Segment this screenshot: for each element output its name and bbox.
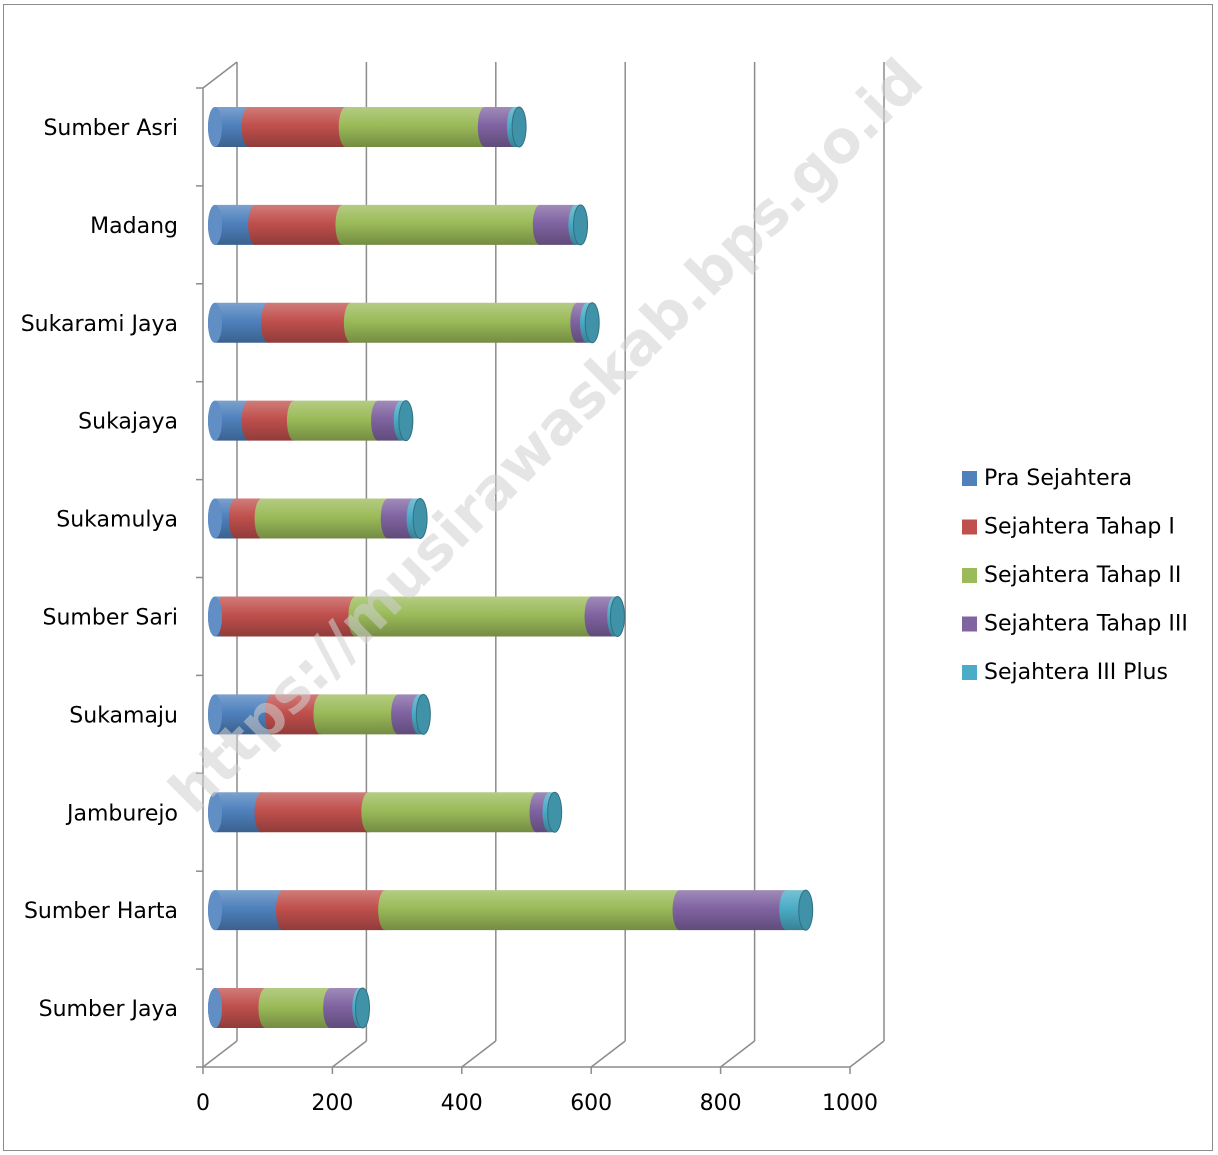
chart-legend: Pra Sejahtera Sejahtera Tahap I Sejahtera … bbox=[962, 466, 1188, 685]
legend-swatch-sejahtera-tahap-iii bbox=[962, 616, 977, 632]
floor-line-0 bbox=[202, 1040, 238, 1068]
legend-label: Sejahtera Tahap I bbox=[984, 515, 1175, 540]
category-label: Sumber Jaya bbox=[39, 997, 178, 1022]
bar-start-cap bbox=[208, 890, 222, 931]
bar-sukamulya-sejahtera-tahap-ii bbox=[254, 498, 395, 539]
bar-group-sumber-asri bbox=[208, 106, 527, 148]
bar-sukamaju-sejahtera-tahap-i bbox=[264, 694, 328, 735]
category-labels: Sumber Asri Madang Sukarami Jaya Sukajaya Su… bbox=[21, 116, 178, 1022]
bar-jamburejo-sejahtera-tahap-i bbox=[254, 792, 376, 833]
category-label: Madang bbox=[90, 214, 178, 239]
x-tick-label: 600 bbox=[570, 1091, 612, 1116]
bar-sukarami-jaya-sejahtera-tahap-ii bbox=[343, 302, 585, 343]
category-label: Sumber Sari bbox=[43, 605, 178, 630]
bar-sumber-harta-pra-sejahtera bbox=[208, 890, 290, 931]
bar-sumber-jaya-sejahtera-tahap-ii bbox=[258, 988, 338, 1029]
chart-frame bbox=[3, 4, 1213, 1151]
floor-line-400 bbox=[461, 1040, 497, 1068]
floor-line-600 bbox=[590, 1040, 626, 1068]
bar-start-cap bbox=[208, 302, 222, 343]
legend-swatch-pra-sejahtera bbox=[962, 471, 977, 486]
category-label: Sumber Asri bbox=[43, 116, 178, 141]
bar-group-sumber-jaya bbox=[208, 987, 371, 1029]
bar-start-cap bbox=[208, 204, 222, 245]
bar-sumber-asri-sejahtera-tahap-ii bbox=[338, 106, 492, 147]
bar-group-sukamaju bbox=[208, 693, 431, 735]
legend-swatch-sejahtera-iii-plus bbox=[962, 665, 977, 680]
bar-sukajaya-sejahtera-tahap-i bbox=[241, 400, 301, 441]
bar-sukarami-jaya-pra-sejahtera bbox=[208, 302, 276, 343]
bar-sumber-jaya-sejahtera-tahap-i bbox=[211, 988, 273, 1029]
category-label: Sukajaya bbox=[78, 410, 178, 435]
bar-start-cap bbox=[208, 498, 222, 539]
floor-line-800 bbox=[720, 1040, 756, 1068]
bar-group-sumber-sari bbox=[208, 595, 625, 637]
bar-madang-sejahtera-tahap-ii bbox=[335, 204, 547, 245]
bar-start-cap bbox=[208, 400, 222, 441]
legend-label: Sejahtera III Plus bbox=[984, 660, 1168, 685]
x-tick-label: 400 bbox=[441, 1091, 483, 1116]
bar-group-sukarami-jaya bbox=[208, 302, 600, 344]
legend-swatch-sejahtera-tahap-i bbox=[962, 519, 977, 535]
bar-end-cap bbox=[547, 791, 563, 833]
bar-end-cap bbox=[573, 204, 589, 246]
bar-end-cap bbox=[609, 595, 625, 637]
category-label: Sukarami Jaya bbox=[21, 312, 178, 337]
category-label: Jamburejo bbox=[65, 801, 178, 826]
bar-start-cap bbox=[208, 792, 222, 833]
bar-group-sumber-harta bbox=[208, 889, 814, 931]
x-tick-label: 0 bbox=[196, 1091, 210, 1116]
bar-end-cap bbox=[412, 498, 428, 540]
bar-sukamaju-sejahtera-tahap-ii bbox=[313, 694, 406, 735]
bar-madang-pra-sejahtera bbox=[208, 204, 263, 245]
bar-sukamaju-pra-sejahtera bbox=[208, 694, 279, 735]
bar-end-cap bbox=[398, 400, 414, 442]
legend-label: Sejahtera Tahap III bbox=[984, 612, 1188, 637]
bar-sumber-sari-sejahtera-tahap-i bbox=[215, 596, 363, 637]
chart-bars bbox=[208, 106, 814, 1029]
floor-line-200 bbox=[331, 1040, 367, 1068]
bar-jamburejo-sejahtera-tahap-ii bbox=[361, 792, 544, 833]
bar-madang-sejahtera-tahap-i bbox=[248, 204, 350, 245]
legend-swatch-sejahtera-tahap-ii bbox=[962, 568, 977, 583]
bar-end-cap bbox=[355, 987, 371, 1029]
legend-label: Pra Sejahtera bbox=[984, 466, 1132, 491]
bar-start-cap bbox=[208, 988, 222, 1029]
legend-label: Sejahtera Tahap II bbox=[984, 563, 1181, 588]
category-label: Sumber Harta bbox=[24, 899, 178, 924]
bar-end-cap bbox=[798, 889, 814, 931]
bar-end-cap bbox=[511, 106, 527, 148]
bar-sumber-harta-sejahtera-tahap-ii bbox=[378, 890, 687, 931]
bar-sumber-harta-sejahtera-tahap-iii bbox=[672, 890, 794, 931]
bar-end-cap bbox=[415, 693, 431, 735]
bar-group-jamburejo bbox=[208, 791, 563, 833]
category-label: Sukamulya bbox=[56, 508, 178, 533]
bar-group-sukajaya bbox=[208, 400, 414, 442]
bar-sukajaya-sejahtera-tahap-ii bbox=[286, 400, 386, 441]
bar-end-cap bbox=[584, 302, 600, 344]
bar-sukarami-jaya-sejahtera-tahap-i bbox=[261, 302, 358, 343]
bar-group-sukamulya bbox=[208, 498, 428, 540]
category-label: Sukamaju bbox=[69, 703, 178, 728]
bar-start-cap bbox=[208, 596, 222, 637]
bar-sumber-sari-sejahtera-tahap-ii bbox=[348, 596, 599, 637]
bar-sumber-asri-sejahtera-tahap-i bbox=[241, 106, 353, 147]
bar-start-cap bbox=[208, 694, 222, 735]
x-tick-label: 200 bbox=[311, 1091, 353, 1116]
bar-jamburejo-pra-sejahtera bbox=[208, 792, 269, 833]
bar-group-madang bbox=[208, 204, 589, 246]
bar-sumber-harta-sejahtera-tahap-i bbox=[275, 890, 393, 931]
x-tick-label: 1000 bbox=[822, 1091, 878, 1116]
x-axis-ticks: 0 200 400 600 800 1000 bbox=[196, 1091, 878, 1116]
floor-line-1000 bbox=[849, 1040, 885, 1068]
bar-start-cap bbox=[208, 106, 222, 147]
x-tick-label: 800 bbox=[700, 1091, 742, 1116]
side-wall-top bbox=[202, 61, 238, 89]
